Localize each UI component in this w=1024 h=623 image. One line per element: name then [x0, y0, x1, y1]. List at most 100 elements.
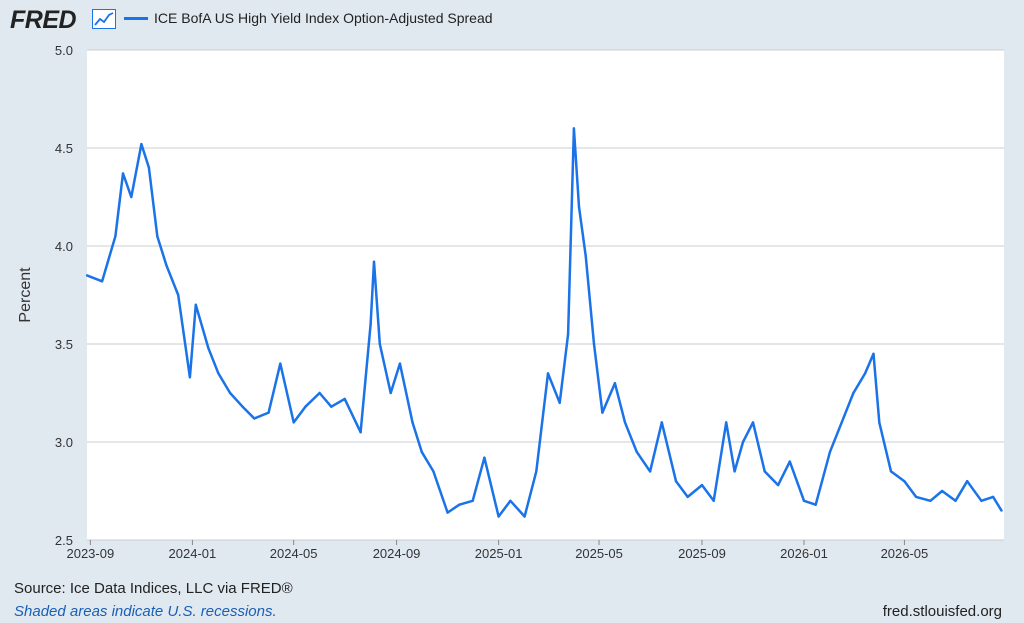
data-point [471, 499, 474, 502]
data-point [929, 499, 932, 502]
x-tick-label: 2023-09 [66, 546, 114, 561]
data-point [725, 421, 728, 424]
data-point [741, 440, 745, 444]
gridlines [87, 49, 1004, 541]
data-point [572, 127, 576, 130]
data-point [343, 397, 346, 401]
data-point [114, 235, 117, 238]
data-point [601, 411, 604, 414]
x-tick-label: 2024-01 [169, 546, 217, 561]
legend[interactable]: ICE BofA US High Yield Index Option-Adju… [124, 10, 493, 26]
data-point [372, 260, 376, 263]
data-point [378, 342, 381, 346]
data-point [584, 254, 587, 257]
data-point [217, 372, 220, 375]
x-tick-label: 2024-09 [373, 546, 421, 561]
data-point [130, 195, 133, 199]
data-point [903, 480, 906, 483]
data-point [446, 511, 449, 514]
x-tick-label: 2026-01 [780, 546, 828, 561]
data-point [872, 352, 875, 355]
data-point [279, 362, 282, 365]
site-link[interactable]: fred.stlouisfed.org [882, 603, 1002, 620]
data-point [359, 431, 362, 434]
data-point [954, 499, 957, 502]
data-point [411, 421, 414, 424]
data-point [509, 499, 512, 502]
legend-label: ICE BofA US High Yield Index Option-Adju… [154, 10, 493, 26]
plot-area [87, 50, 1004, 540]
data-point [85, 274, 89, 277]
data-point [566, 333, 570, 336]
data-point [497, 515, 500, 518]
data-point [802, 499, 806, 502]
data-point [674, 480, 678, 483]
source-text: Source: Ice Data Indices, LLC via FRED® [14, 580, 293, 597]
data-point [156, 235, 159, 238]
data-point [389, 391, 392, 395]
data-point [966, 480, 969, 483]
data-point [147, 166, 151, 169]
data-point [558, 401, 561, 404]
data-point [432, 470, 435, 473]
header: FRED ICE BofA US High Yield Index Option… [0, 0, 1024, 40]
data-point [828, 450, 832, 453]
y-tick-label: 4.0 [55, 239, 73, 254]
data-point [546, 372, 550, 375]
data-point [330, 405, 333, 408]
recession-note: Shaded areas indicate U.S. recessions. [14, 603, 277, 620]
data-point [420, 450, 423, 453]
y-axis: 2.5 3.0 3.5 4.0 4.5 5.0 [55, 43, 73, 548]
data-point [267, 411, 270, 414]
data-point [776, 483, 780, 487]
data-point [814, 503, 817, 506]
data-point [121, 172, 125, 175]
data-point [660, 421, 663, 424]
data-point [1000, 509, 1003, 512]
data-point [188, 376, 192, 379]
y-axis-label: Percent [17, 267, 34, 323]
data-point [304, 405, 307, 408]
y-tick-label: 3.0 [55, 435, 73, 450]
data-point [863, 372, 867, 375]
data-point [253, 417, 256, 420]
chart-line-icon[interactable] [92, 9, 116, 29]
data-point [292, 421, 295, 424]
data-point [635, 450, 638, 453]
x-tick-label: 2025-01 [475, 546, 523, 561]
data-point [840, 421, 843, 424]
data-point [700, 483, 704, 487]
data-point [889, 470, 893, 473]
x-tick-label: 2024-05 [270, 546, 318, 561]
data-point [194, 303, 197, 306]
data-point [369, 323, 372, 326]
data-point [623, 421, 627, 424]
data-point [523, 515, 526, 518]
data-point [241, 405, 244, 408]
data-point [100, 280, 104, 283]
data-point [733, 470, 736, 473]
data-point [712, 499, 715, 502]
y-tick-label: 3.5 [55, 337, 73, 352]
data-point [592, 342, 596, 346]
x-tick-label: 2025-05 [575, 546, 623, 561]
fred-logo[interactable]: FRED [10, 6, 77, 34]
data-point [398, 362, 402, 365]
data-point [535, 470, 538, 473]
data-point [751, 421, 755, 424]
data-point [577, 205, 581, 208]
data-point [483, 456, 486, 459]
data-point [318, 391, 321, 395]
data-point [207, 346, 210, 350]
data-point [991, 495, 995, 499]
data-point [140, 142, 143, 146]
data-point [914, 495, 918, 499]
data-point [788, 460, 791, 463]
data-point [763, 470, 766, 473]
x-axis: 2023-09 2024-01 2024-05 2024-09 2025-01 2025-… [66, 540, 928, 561]
data-point [177, 293, 180, 297]
series-group [85, 127, 1003, 518]
x-tick-label: 2026-05 [881, 546, 929, 561]
data-point [980, 499, 983, 502]
data-point [940, 489, 944, 493]
